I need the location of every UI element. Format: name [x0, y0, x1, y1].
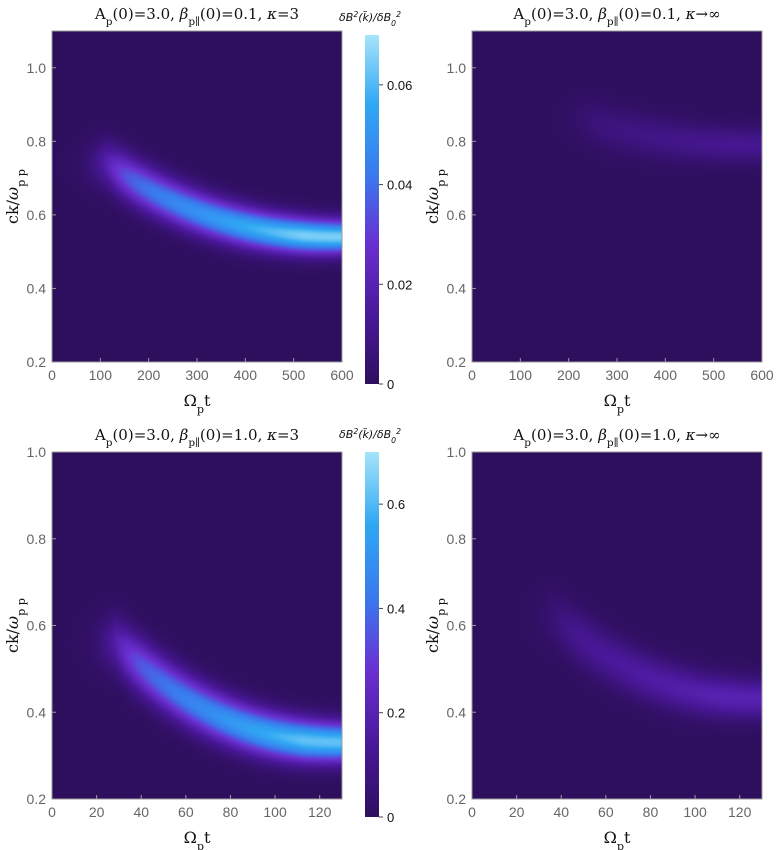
y-tick-label: 0.2 [447, 354, 467, 370]
x-tick-label: 500 [702, 367, 726, 383]
y-tick-label: 0.6 [27, 207, 47, 223]
panel-top-right: 0 100 200 300 400 500 600 0.2 0.4 0.6 0.8 1.0 [447, 30, 774, 383]
x-tick-label: 20 [89, 804, 105, 820]
colorbar-title: δB2(k̃)/δB02 [339, 10, 401, 28]
colorbar-tick-label: 0 [387, 377, 394, 392]
y-tick-label: 0.8 [447, 531, 467, 547]
y-tick-label: 0.8 [27, 133, 47, 149]
x-axis-label: Ωpt [184, 828, 211, 850]
x-tick-label: 600 [330, 367, 354, 383]
x-tick-label: 80 [223, 804, 239, 820]
x-tick-label: 100 [683, 804, 707, 820]
panel-title: Ap(0)=3.0, βp∥(0)=1.0, κ=3 [94, 426, 299, 449]
heatmap-image [52, 31, 342, 362]
x-tick-label: 60 [178, 804, 194, 820]
x-axis-label: Ωpt [604, 391, 631, 416]
y-tick-label: 1.0 [27, 444, 47, 460]
x-tick-label: 0 [468, 804, 476, 820]
y-tick-label: 1.0 [447, 60, 467, 76]
y-tick-label: 1.0 [447, 444, 467, 460]
y-axis-label: ck/ωp p [3, 169, 28, 224]
colorbar-tick-label: 0.06 [387, 78, 412, 93]
colorbar-tick-label: 0.04 [387, 178, 412, 193]
colorbar: 0 0.2 0.4 0.6 [365, 452, 405, 825]
x-tick-label: 120 [308, 804, 332, 820]
y-tick-label: 0.4 [447, 704, 467, 720]
colorbar-gradient [365, 35, 379, 384]
x-tick-label: 100 [509, 367, 533, 383]
y-tick-label: 0.8 [27, 531, 47, 547]
colorbar-tick-label: 0.02 [387, 277, 412, 292]
heatmap-image [472, 452, 762, 799]
x-tick-label: 400 [654, 367, 678, 383]
x-tick-label: 20 [509, 804, 525, 820]
panel-top-left: 0 100 200 300 400 500 600 0.2 0.4 0.6 0.8 1.0 [27, 30, 354, 383]
x-tick-label: 600 [750, 367, 774, 383]
x-tick-label: 400 [234, 367, 258, 383]
y-axis-label: ck/ωp p [423, 169, 448, 224]
colorbar-tick-label: 0 [387, 810, 394, 825]
heatmap-image [472, 31, 762, 362]
y-tick-label: 0.4 [27, 280, 47, 296]
panel-title: Ap(0)=3.0, βp∥(0)=0.1, κ→∞ [512, 5, 720, 28]
x-tick-label: 100 [89, 367, 113, 383]
x-axis-label: Ωpt [184, 391, 211, 416]
y-tick-label: 0.6 [27, 618, 47, 634]
panel-bottom-right: 0 20 40 60 80 100 120 0.2 0.4 0.6 0.8 1.0 [447, 444, 763, 820]
x-tick-label: 0 [48, 367, 56, 383]
x-axis-label: Ωpt [604, 828, 631, 850]
panel-title: Ap(0)=3.0, βp∥(0)=1.0, κ→∞ [512, 426, 720, 449]
y-axis-label: ck/ωp p [3, 598, 28, 653]
y-tick-label: 0.2 [447, 791, 467, 807]
x-tick-label: 100 [263, 804, 287, 820]
x-tick-label: 60 [598, 804, 614, 820]
colorbar-gradient [365, 452, 379, 817]
y-tick-label: 0.2 [27, 354, 47, 370]
panel-title: Ap(0)=3.0, βp∥(0)=0.1, κ=3 [94, 5, 299, 28]
y-tick-label: 1.0 [27, 60, 47, 76]
x-tick-label: 300 [185, 367, 209, 383]
x-tick-label: 200 [557, 367, 581, 383]
y-tick-label: 0.2 [27, 791, 47, 807]
colorbar: 0 0.02 0.04 0.06 [365, 35, 412, 392]
colorbar-tick-label: 0.2 [387, 706, 405, 721]
y-tick-label: 0.6 [447, 207, 467, 223]
x-tick-label: 120 [728, 804, 752, 820]
y-tick-label: 0.8 [447, 133, 467, 149]
x-tick-label: 0 [48, 804, 56, 820]
x-tick-label: 40 [133, 804, 149, 820]
x-tick-label: 0 [468, 367, 476, 383]
y-tick-label: 0.4 [27, 704, 47, 720]
x-tick-label: 80 [643, 804, 659, 820]
x-tick-label: 500 [282, 367, 306, 383]
y-tick-label: 0.6 [447, 618, 467, 634]
y-tick-label: 0.4 [447, 280, 467, 296]
colorbar-tick-label: 0.4 [387, 601, 405, 616]
colorbar-tick-label: 0.6 [387, 497, 405, 512]
y-axis-label: ck/ωp p [423, 598, 448, 653]
x-tick-label: 40 [553, 804, 569, 820]
colorbar-title: δB2(k̃)/δB02 [339, 427, 401, 445]
x-tick-label: 300 [605, 367, 629, 383]
heatmap-image [52, 452, 342, 799]
panel-bottom-left: 0 20 40 60 80 100 120 0.2 0.4 0.6 0.8 1.0 [27, 444, 343, 820]
x-tick-label: 200 [137, 367, 161, 383]
